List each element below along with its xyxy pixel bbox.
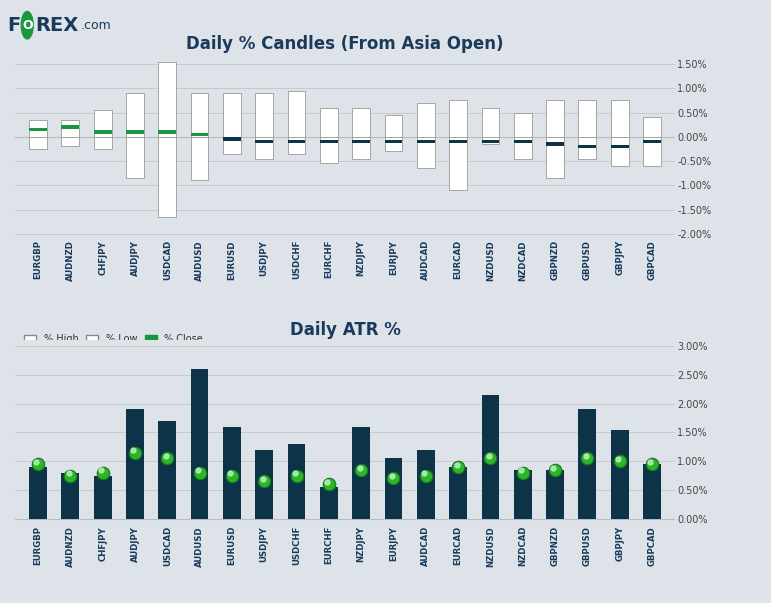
Bar: [546, 137, 564, 178]
Bar: [223, 427, 241, 519]
Bar: [320, 108, 338, 137]
Bar: [417, 450, 435, 519]
Bar: [62, 473, 79, 519]
Bar: [546, 142, 564, 146]
Bar: [320, 140, 338, 144]
Bar: [126, 93, 144, 137]
Bar: [288, 444, 305, 519]
Bar: [29, 128, 47, 131]
Bar: [190, 133, 208, 136]
Bar: [385, 140, 402, 144]
Bar: [29, 467, 47, 519]
Bar: [513, 140, 532, 144]
Bar: [255, 140, 273, 144]
Title: Daily ATR %: Daily ATR %: [290, 321, 400, 339]
Bar: [578, 409, 596, 519]
Bar: [449, 137, 467, 190]
Bar: [94, 476, 112, 519]
Bar: [578, 145, 596, 148]
Bar: [643, 140, 661, 144]
Bar: [94, 137, 112, 149]
Title: Daily % Candles (From Asia Open): Daily % Candles (From Asia Open): [187, 35, 503, 52]
Bar: [320, 487, 338, 519]
Bar: [352, 427, 370, 519]
Bar: [352, 137, 370, 159]
Bar: [255, 93, 273, 137]
Bar: [158, 130, 177, 134]
Text: .com: .com: [81, 19, 111, 32]
Bar: [513, 470, 532, 519]
Bar: [94, 130, 112, 134]
Bar: [288, 90, 305, 137]
Bar: [190, 137, 208, 180]
Bar: [190, 93, 208, 137]
Bar: [482, 395, 500, 519]
Bar: [288, 140, 305, 144]
Bar: [255, 137, 273, 159]
Bar: [158, 137, 177, 217]
Bar: [320, 137, 338, 163]
Bar: [643, 137, 661, 166]
Bar: [223, 137, 241, 141]
Bar: [643, 118, 661, 137]
Bar: [126, 409, 144, 519]
Text: F: F: [8, 16, 21, 35]
Bar: [352, 140, 370, 144]
Bar: [449, 140, 467, 144]
Legend: % High, % Low, % Close: % High, % Low, % Close: [20, 330, 207, 348]
Bar: [352, 108, 370, 137]
Bar: [385, 115, 402, 137]
Bar: [29, 120, 47, 137]
Bar: [223, 137, 241, 154]
Bar: [611, 429, 628, 519]
Text: O: O: [22, 19, 32, 32]
Bar: [417, 140, 435, 144]
Bar: [417, 103, 435, 137]
Bar: [449, 467, 467, 519]
Bar: [643, 464, 661, 519]
Bar: [513, 137, 532, 159]
Bar: [482, 140, 500, 144]
Bar: [611, 137, 628, 166]
Bar: [611, 100, 628, 137]
Bar: [190, 369, 208, 519]
Bar: [546, 470, 564, 519]
Bar: [482, 137, 500, 144]
Bar: [513, 113, 532, 137]
Bar: [29, 137, 47, 149]
Bar: [417, 137, 435, 168]
Bar: [158, 421, 177, 519]
Bar: [158, 62, 177, 137]
Bar: [385, 458, 402, 519]
Bar: [288, 137, 305, 154]
Bar: [62, 120, 79, 137]
Bar: [449, 100, 467, 137]
Bar: [482, 108, 500, 137]
Bar: [62, 137, 79, 147]
Bar: [62, 125, 79, 129]
Bar: [255, 450, 273, 519]
Bar: [126, 130, 144, 134]
Bar: [546, 100, 564, 137]
Bar: [223, 93, 241, 137]
Text: REX: REX: [35, 16, 78, 35]
Bar: [611, 145, 628, 148]
Circle shape: [22, 11, 33, 39]
Bar: [578, 137, 596, 159]
Bar: [94, 110, 112, 137]
Bar: [126, 137, 144, 178]
Bar: [385, 137, 402, 151]
Bar: [578, 100, 596, 137]
